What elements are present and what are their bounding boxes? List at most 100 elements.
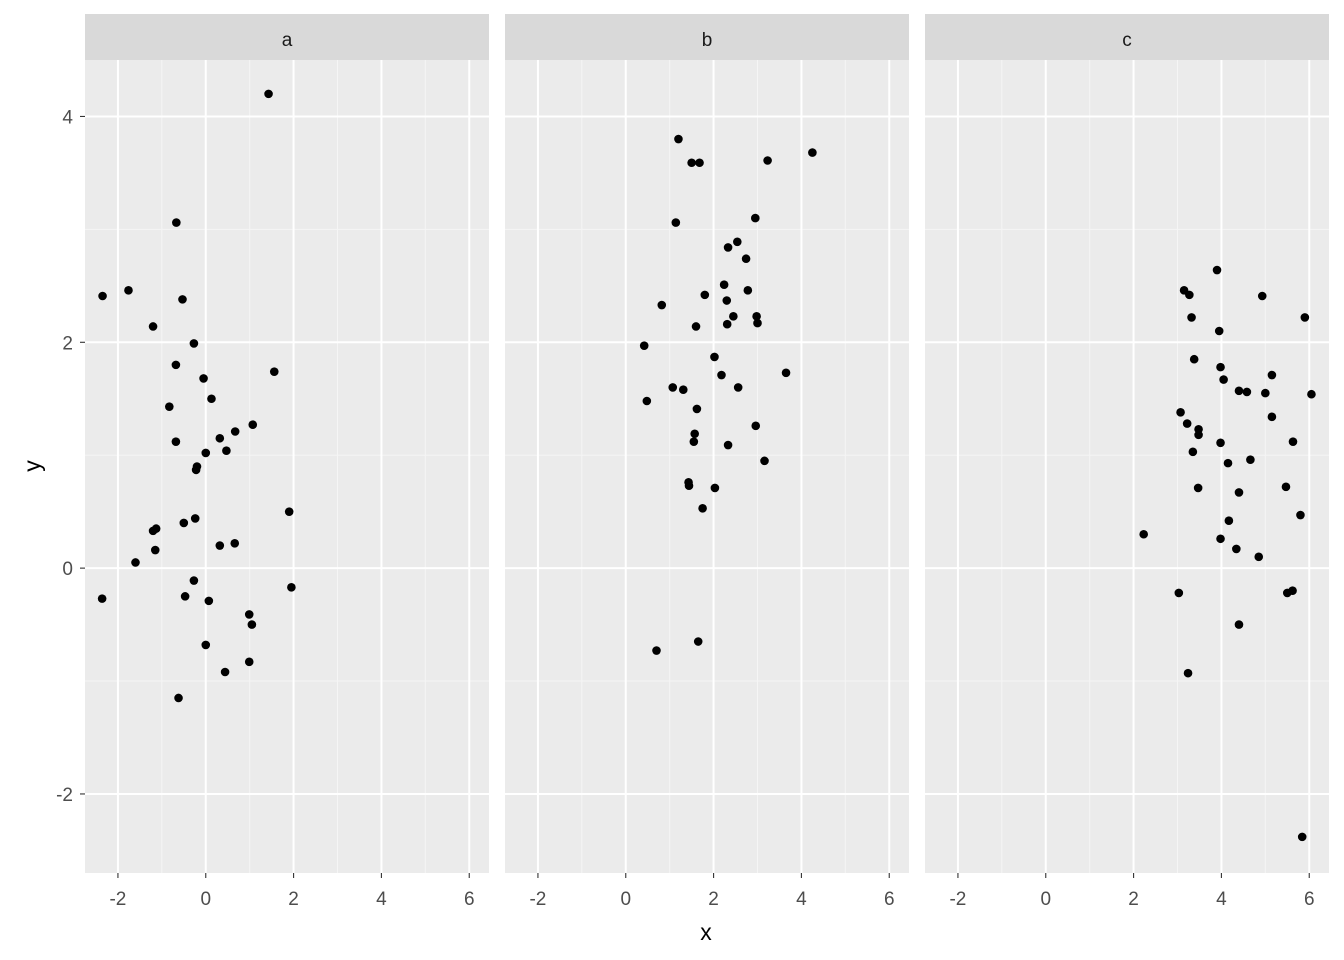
facet-strip-c [925, 14, 1329, 60]
y-tick-label: 4 [62, 107, 73, 128]
x-axes: -2 0 2 4 6 -2 0 2 4 6 -2 0 2 4 6 [109, 873, 1315, 910]
data-point [247, 620, 257, 629]
data-point [97, 594, 107, 603]
data-point [1188, 447, 1198, 457]
data-point [165, 402, 174, 411]
data-point [723, 243, 733, 252]
data-point [148, 322, 158, 331]
data-point [671, 218, 681, 227]
data-point [1193, 483, 1203, 493]
panel-background [85, 60, 489, 873]
data-point [1297, 832, 1307, 842]
data-point [781, 368, 791, 378]
x-tick-label: 0 [200, 889, 211, 910]
data-point [1234, 488, 1244, 497]
data-point [684, 481, 694, 490]
data-point [1242, 387, 1252, 397]
data-point [1288, 437, 1298, 446]
data-point [752, 312, 761, 321]
data-point [668, 383, 678, 392]
facet-panel-b: b [505, 14, 909, 873]
data-point [710, 352, 719, 362]
data-point [689, 437, 699, 446]
data-point [180, 592, 190, 601]
data-point [1185, 290, 1194, 300]
data-point [1300, 313, 1310, 322]
data-point [207, 394, 216, 404]
data-point [148, 526, 158, 536]
facet-strip-label: a [282, 30, 293, 51]
data-point [1234, 620, 1244, 629]
x-tick-label: 6 [1304, 889, 1315, 910]
data-point [687, 158, 696, 168]
data-point [1174, 588, 1184, 598]
data-point [751, 421, 761, 431]
facet-panel-a: a [85, 14, 489, 873]
data-point [1267, 370, 1277, 380]
data-point [1224, 516, 1234, 525]
data-point [220, 667, 230, 677]
data-point [1183, 668, 1193, 678]
data-point [1261, 388, 1270, 398]
data-point [763, 156, 772, 165]
data-point [1307, 389, 1316, 399]
data-point [222, 446, 231, 455]
y-tick-label: 2 [62, 333, 73, 354]
data-point [230, 427, 240, 436]
x-tick-label: 6 [884, 889, 895, 910]
data-point [710, 483, 720, 493]
x-tick-label: 6 [464, 889, 475, 910]
data-point [124, 286, 133, 295]
data-point [1219, 375, 1228, 384]
data-point [1194, 430, 1203, 440]
data-point [695, 158, 704, 168]
data-point [678, 385, 688, 395]
x-tick-label: 2 [1128, 889, 1139, 910]
data-point [189, 339, 199, 348]
data-point [1296, 510, 1305, 520]
x-tick-label: 4 [1216, 889, 1227, 910]
data-point [1212, 265, 1222, 275]
data-point [717, 370, 726, 380]
x-axis-title: x [700, 919, 712, 945]
x-tick-label: 0 [1040, 889, 1051, 910]
data-point [1281, 482, 1291, 492]
x-tick-label: 4 [376, 889, 387, 910]
data-point [698, 503, 707, 513]
data-point [1254, 552, 1264, 562]
data-point [722, 319, 732, 329]
data-point [639, 341, 649, 350]
data-point [264, 89, 273, 99]
panel-background [505, 60, 909, 873]
data-point [284, 507, 294, 516]
data-point [729, 312, 738, 321]
x-tick-label: 2 [708, 889, 719, 910]
facet-panel-c: c [925, 14, 1329, 873]
data-point [1288, 586, 1297, 596]
data-point [201, 640, 211, 650]
data-point [204, 596, 214, 606]
data-point [1216, 534, 1225, 544]
data-point [98, 291, 107, 301]
data-point [642, 396, 652, 406]
data-point [191, 465, 201, 475]
data-point [189, 576, 199, 585]
data-point [808, 148, 817, 157]
data-point [1214, 326, 1224, 336]
data-point [733, 237, 742, 247]
data-point [174, 693, 183, 703]
data-point [1267, 412, 1277, 422]
data-point [1189, 354, 1199, 364]
data-point [1182, 419, 1192, 428]
data-point [1232, 544, 1241, 554]
data-point [199, 374, 208, 383]
data-point [1139, 529, 1148, 539]
data-point [244, 610, 254, 619]
data-point [1257, 291, 1267, 301]
data-point [215, 433, 225, 443]
data-point [733, 383, 743, 392]
data-point [760, 456, 769, 466]
x-tick-label: -2 [949, 889, 966, 910]
facet-panels: a b c [85, 14, 1329, 873]
